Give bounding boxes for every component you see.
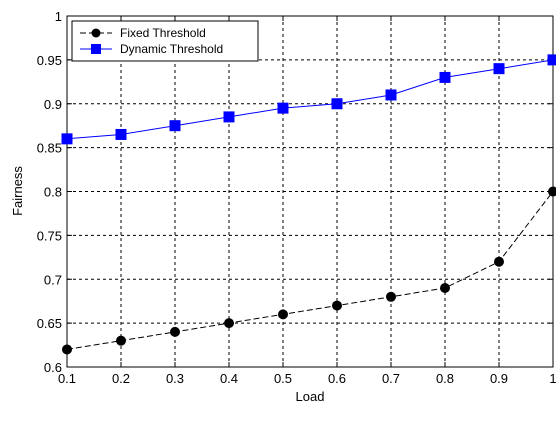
x-tick-label: 0.6 (328, 371, 346, 386)
x-tick-label: 0.8 (436, 371, 454, 386)
data-point-square (439, 71, 451, 83)
data-point-square (277, 102, 289, 114)
series-line-0 (66, 191, 554, 350)
y-tick-label: 1 (55, 9, 62, 24)
x-tick-label: 0.9 (490, 371, 508, 386)
x-tick-label: 0.7 (382, 371, 400, 386)
y-tick-label: 0.8 (44, 185, 62, 200)
data-point-square (547, 54, 556, 66)
data-point-square (223, 111, 235, 123)
legend-entry-label: Fixed Threshold (120, 26, 206, 40)
legend-box (71, 20, 259, 62)
x-tick-label: 0.4 (220, 371, 238, 386)
data-point-square (115, 128, 127, 140)
x-tick-label: 0.3 (166, 371, 184, 386)
x-tick-label: 0.2 (112, 371, 130, 386)
data-point-circle (278, 309, 288, 320)
legend-entry-label: Dynamic Threshold (120, 42, 223, 56)
x-tick-label: 0.1 (58, 371, 76, 386)
data-point-circle (386, 291, 396, 302)
data-point-square (493, 63, 505, 75)
y-tick-label: 0.75 (37, 228, 62, 243)
data-point-square (385, 89, 397, 101)
data-point-circle (62, 344, 72, 355)
data-point-square (331, 98, 343, 110)
x-tick-label: 0.5 (274, 371, 292, 386)
data-point-square (169, 120, 181, 132)
y-tick-label: 0.7 (44, 272, 62, 287)
axis-ticks: 0.1 0.2 0.3 0.4 0.5 0.6 0.7 0.8 0.9 1 0.6 0.65 0.7 0.… (37, 9, 556, 386)
legend-marker-square (91, 44, 101, 54)
data-point-square (61, 133, 73, 145)
series-line-1 (66, 59, 554, 140)
data-point-circle (224, 318, 234, 329)
data-point-circle (116, 335, 126, 346)
y-tick-label: 0.65 (37, 316, 62, 331)
legend-marker-circle (91, 28, 101, 38)
y-tick-label: 0.85 (37, 141, 62, 156)
data-point-circle (440, 283, 450, 294)
data-point-circle (548, 186, 556, 197)
x-axis-label: Load (296, 389, 325, 404)
y-tick-label: 0.9 (44, 97, 62, 112)
data-point-circle (494, 256, 504, 267)
x-tick-label: 1 (549, 371, 556, 386)
series-group (61, 54, 556, 355)
legend: Fixed Threshold Dynamic Threshold (71, 20, 259, 62)
y-tick-label: 0.95 (37, 53, 62, 68)
data-point-circle (332, 300, 342, 311)
data-point-circle (170, 326, 180, 337)
y-tick-label: 0.6 (44, 360, 62, 375)
y-axis-label: Fairness (10, 166, 25, 216)
